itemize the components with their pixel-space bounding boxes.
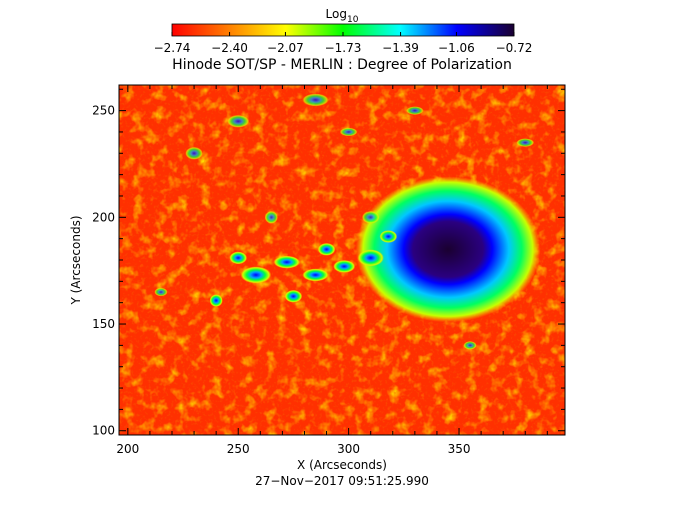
colorbar-label-base: Log	[326, 7, 347, 21]
network-blob	[154, 287, 168, 297]
colorbar: Log10 −2.74 −2.40 −2.07 −1.73 −1.39 −1.06 −0.7…	[154, 7, 533, 55]
colorbar-tick-label: −1.73	[325, 41, 362, 55]
network-blob	[264, 210, 278, 224]
colorbar-label-sub: 10	[347, 15, 359, 25]
chart-title: Hinode SOT/SP - MERLIN : Degree of Polar…	[172, 57, 512, 73]
network-blob	[302, 93, 329, 107]
network-blob	[227, 114, 250, 128]
x-tick-label: 350	[448, 442, 471, 456]
plage-blob	[333, 260, 356, 273]
plage-blob	[229, 251, 248, 265]
colorbar-tick-label: −2.74	[154, 41, 191, 55]
network-blob	[361, 210, 380, 224]
plage-blob	[357, 249, 384, 267]
y-tick-label: 250	[92, 104, 115, 118]
network-blob	[516, 138, 535, 147]
network-blob	[339, 127, 358, 137]
colorbar-tick-label: −1.06	[438, 41, 475, 55]
network-blob	[185, 146, 203, 160]
y-tick-label: 150	[92, 317, 115, 331]
plage-blob	[273, 255, 301, 269]
plage-blob	[317, 242, 336, 256]
x-tick-label: 300	[337, 442, 360, 456]
heatmap-image	[119, 85, 565, 435]
heatmap-features	[154, 93, 541, 350]
plage-blob	[209, 294, 223, 307]
colorbar-tick-label: −0.72	[496, 41, 533, 55]
x-axis-label: X (Arcseconds)	[297, 458, 387, 472]
x-tick-label: 250	[227, 442, 250, 456]
colorbar-ticks: −2.74 −2.40 −2.07 −1.73 −1.39 −1.06 −0.72	[154, 32, 533, 55]
plage-blob	[284, 289, 303, 303]
plage-blob	[379, 230, 398, 243]
plage-blob	[302, 268, 329, 282]
plage-blob	[240, 266, 272, 284]
colorbar-tick-label: −2.07	[267, 41, 304, 55]
x-tick-label: 200	[116, 442, 139, 456]
y-axis-ticks: 100 150 200 250	[92, 88, 565, 438]
x-axis-ticks: 200 250 300 350	[116, 85, 548, 456]
timestamp: 27−Nov−2017 09:51:25.990	[255, 474, 429, 488]
network-blob	[406, 106, 424, 115]
y-axis-label: Y (Arcseconds)	[69, 215, 83, 305]
colorbar-tick-label: −1.39	[382, 41, 419, 55]
y-tick-label: 100	[92, 424, 115, 438]
colorbar-label: Log10	[326, 7, 359, 25]
sunspot-penumbra	[355, 176, 541, 323]
colorbar-tick-label: −2.40	[211, 41, 248, 55]
y-tick-label: 200	[92, 210, 115, 224]
network-blob	[463, 341, 477, 350]
